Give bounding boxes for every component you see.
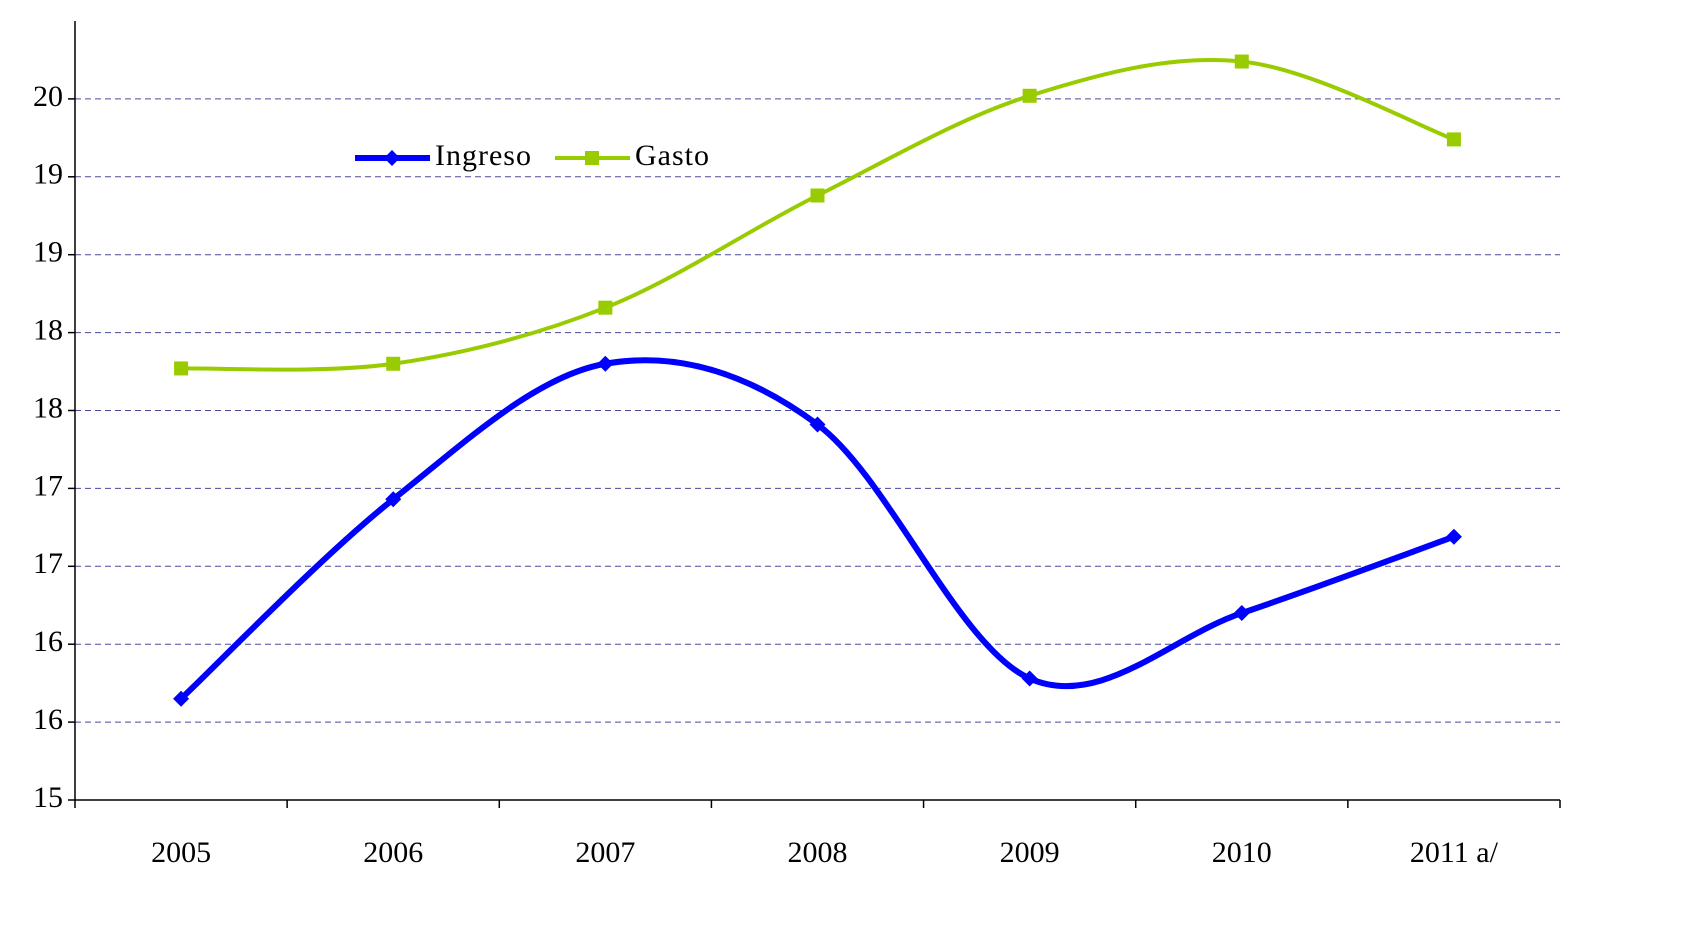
data-point [597, 355, 614, 372]
y-tick-label: 16 [33, 625, 63, 658]
y-tick-label: 17 [33, 547, 63, 580]
y-tick-label: 19 [33, 236, 63, 269]
x-tick-label: 2005 [151, 836, 211, 869]
data-point [385, 491, 402, 508]
y-tick-label: 19 [33, 158, 63, 191]
series-line [179, 357, 1455, 701]
legend-marker [384, 150, 400, 166]
data-point [1446, 132, 1461, 147]
data-point [174, 361, 189, 376]
x-tick-label: 2011 a/ [1410, 836, 1499, 869]
y-tick-label: 17 [33, 469, 63, 502]
data-point [386, 356, 401, 371]
legend-label: Ingreso [435, 139, 532, 172]
x-tick-label: 2008 [788, 836, 848, 869]
y-tick-label: 18 [33, 391, 63, 424]
legend-marker [585, 151, 599, 165]
data-point [809, 416, 826, 433]
x-tick-label: 2009 [1000, 836, 1060, 869]
x-tick-label: 2007 [575, 836, 635, 869]
data-point [1233, 605, 1250, 622]
y-tick-label: 18 [33, 313, 63, 346]
x-tick-label: 2010 [1212, 836, 1272, 869]
y-tick-label: 15 [33, 781, 63, 814]
y-tick-label: 20 [33, 80, 63, 113]
data-point [1022, 88, 1037, 103]
data-point [1234, 54, 1249, 69]
data-point [598, 300, 613, 315]
data-point [173, 690, 190, 707]
data-point [1445, 528, 1462, 545]
data-point [810, 188, 825, 203]
legend-label: Gasto [635, 139, 710, 172]
x-tick-label: 2006 [363, 836, 423, 869]
y-tick-label: 16 [33, 703, 63, 736]
data-point [1021, 670, 1038, 687]
series-line [181, 57, 1455, 372]
